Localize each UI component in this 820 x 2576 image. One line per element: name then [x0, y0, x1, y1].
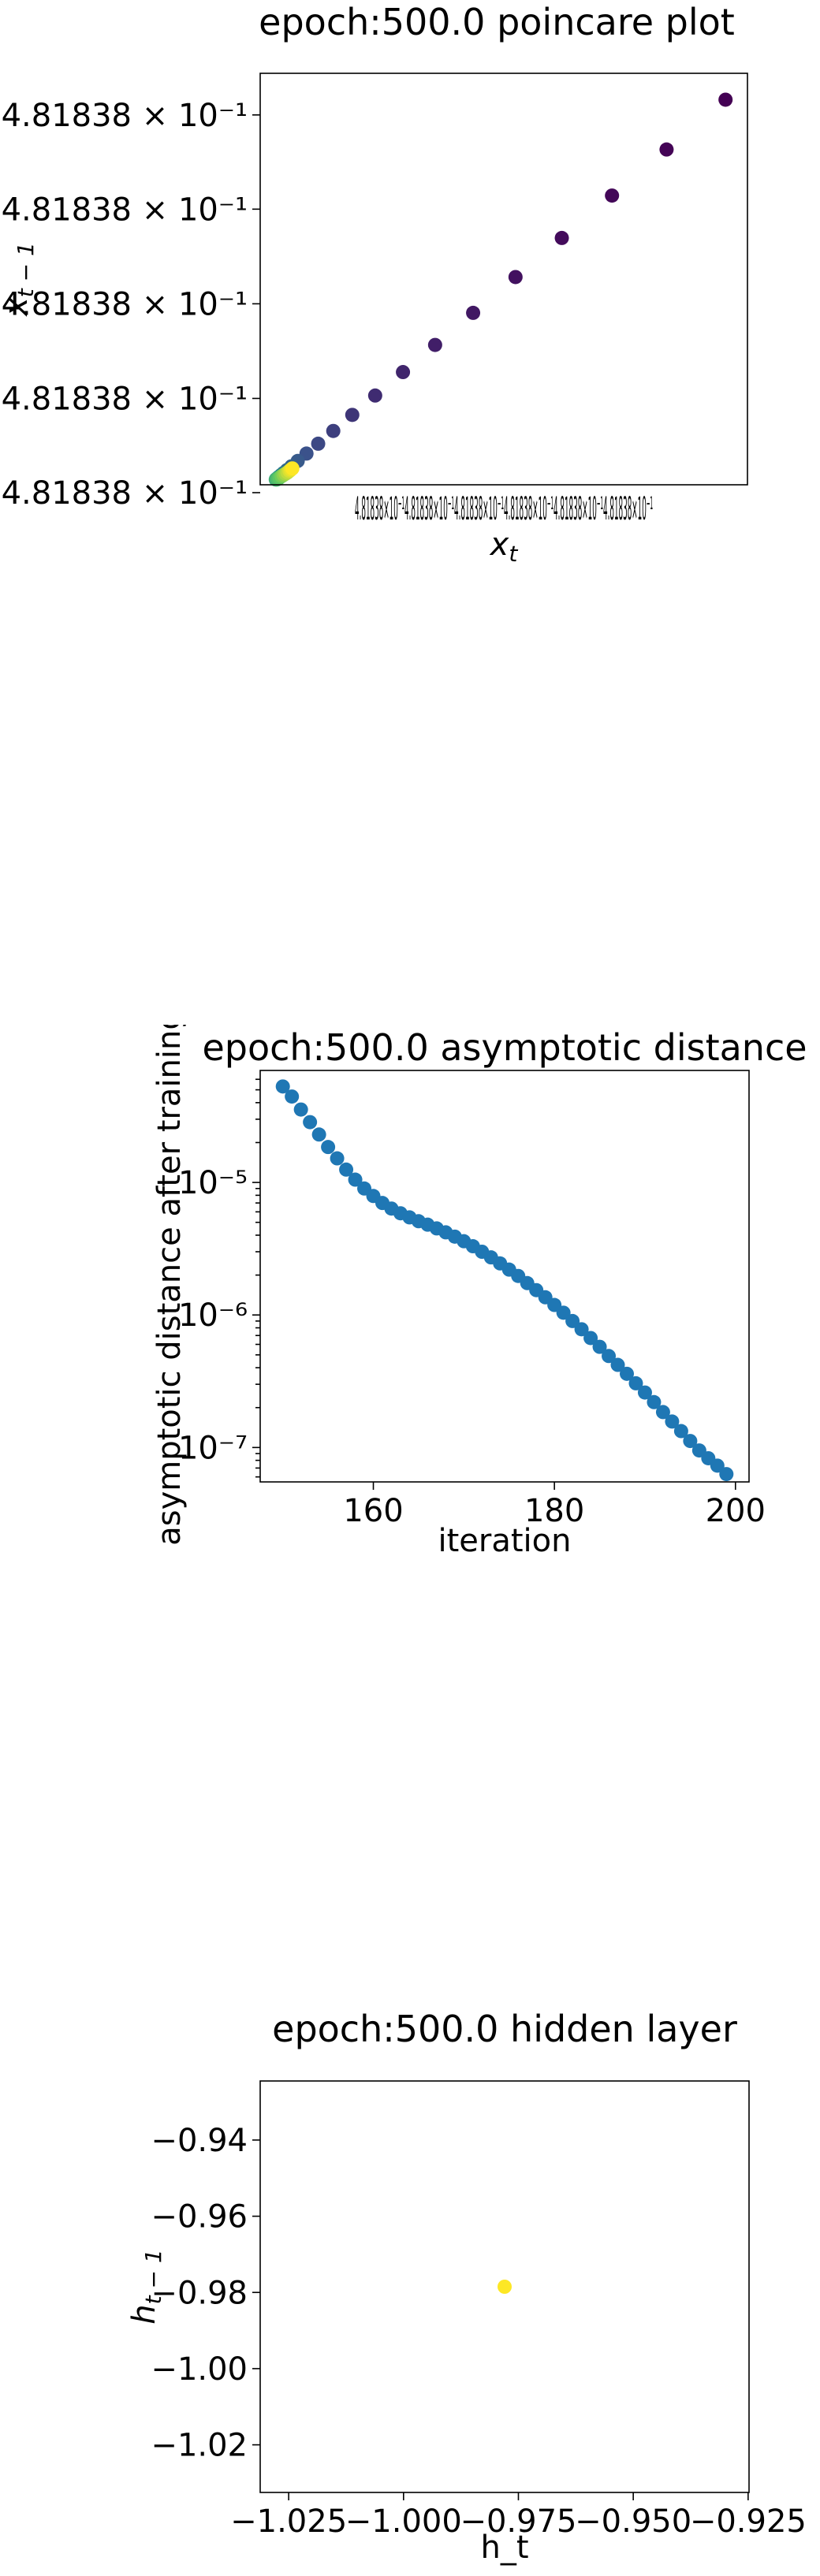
data-point — [610, 1357, 625, 1372]
poincare-chart: epoch:500.0 poincare plot 4.81838 × 10⁻¹… — [0, 1, 748, 567]
data-point — [508, 270, 523, 285]
y-tick-label: −1.00 — [151, 2351, 248, 2388]
x-tick-label: 200 — [706, 1493, 766, 1529]
data-point — [583, 1331, 598, 1346]
y-tick-label: 4.81838 × 10⁻¹ — [2, 475, 248, 512]
chart-title: epoch:500.0 poincare plot — [259, 1, 735, 43]
data-point — [311, 1127, 326, 1142]
asymptotic-distance-chart: epoch:500.0 asymptotic distance 160 180 20… — [151, 1025, 807, 1559]
plot-frame — [259, 2080, 750, 2493]
y-tick-label: 4.81838 × 10⁻¹ — [2, 98, 248, 134]
data-point — [285, 461, 300, 476]
data-point — [293, 1102, 308, 1117]
y-tick-label: −0.96 — [151, 2199, 248, 2235]
x-tick-label: 160 — [343, 1493, 403, 1529]
y-axis-label: asymptotic distance after training — [151, 1025, 188, 1546]
data-point — [285, 1089, 300, 1104]
data-point — [303, 1115, 318, 1130]
data-point — [339, 1162, 354, 1177]
x-tick-label: −0.950 — [575, 2503, 691, 2540]
chart-title: epoch:500.0 hidden layer — [272, 2008, 737, 2050]
data-point — [665, 1414, 680, 1429]
y-tick-label: −0.94 — [151, 2123, 248, 2159]
data-point — [673, 1424, 688, 1439]
data-point — [330, 1151, 345, 1166]
y-tick-label: 10⁻⁶ — [178, 1297, 248, 1334]
plot-frame — [259, 73, 748, 486]
data-point — [719, 1467, 734, 1482]
data-point — [321, 1140, 336, 1155]
y-tick-label: 10⁻⁵ — [178, 1165, 248, 1201]
data-point — [367, 388, 382, 403]
data-point — [326, 423, 341, 438]
x-tick-label: −0.975 — [460, 2503, 576, 2540]
data-point — [466, 305, 481, 320]
data-point — [275, 1079, 290, 1094]
data-point — [574, 1322, 589, 1337]
y-axis-label: ht − 1 — [126, 2249, 166, 2324]
y-tick-label: 10⁻⁷ — [178, 1430, 248, 1466]
x-tick-labels-overlap: 4.81838×10⁻¹4.81838×10⁻¹4.81838×10⁻¹4.81… — [355, 491, 653, 527]
data-point — [592, 1339, 607, 1354]
x-axis-label: xt — [489, 527, 519, 567]
data-point — [647, 1394, 662, 1409]
y-tick-label: −0.98 — [151, 2275, 248, 2311]
data-point — [311, 436, 326, 451]
data-point — [602, 1349, 617, 1364]
data-point — [565, 1313, 580, 1328]
y-tick-label: 4.81838 × 10⁻¹ — [2, 286, 248, 322]
y-tick-label: 4.81838 × 10⁻¹ — [2, 381, 248, 417]
x-tick-label: 180 — [524, 1493, 584, 1529]
data-point — [498, 2280, 512, 2294]
data-point — [556, 1305, 571, 1320]
data-point — [718, 92, 733, 107]
y-axis-label: xt − 1 — [0, 242, 39, 318]
plot-frame — [259, 1070, 750, 1483]
data-point — [683, 1434, 698, 1449]
data-point — [427, 337, 442, 352]
x-tick-label: −1.000 — [345, 2503, 462, 2540]
data-point — [396, 365, 411, 380]
chart-title: epoch:500.0 asymptotic distance — [202, 1026, 807, 1069]
data-point — [628, 1375, 643, 1390]
data-point — [605, 188, 620, 203]
hidden-layer-chart: epoch:500.0 hidden layer −1.025−1.000−0.… — [126, 2008, 807, 2566]
data-point — [659, 142, 674, 157]
x-tick-label: −1.025 — [230, 2503, 347, 2540]
data-point — [620, 1366, 634, 1381]
x-axis-label: h_t — [480, 2529, 528, 2566]
data-point — [637, 1385, 652, 1400]
x-tick-label: −0.925 — [690, 2503, 807, 2540]
data-point — [655, 1405, 670, 1420]
y-tick-label: 4.81838 × 10⁻¹ — [2, 192, 248, 228]
data-point — [345, 408, 360, 423]
data-point — [554, 230, 569, 245]
y-tick-label: −1.02 — [151, 2428, 248, 2464]
data-point — [348, 1172, 363, 1187]
data-point — [710, 1458, 725, 1473]
x-axis-label: iteration — [438, 1523, 572, 1559]
